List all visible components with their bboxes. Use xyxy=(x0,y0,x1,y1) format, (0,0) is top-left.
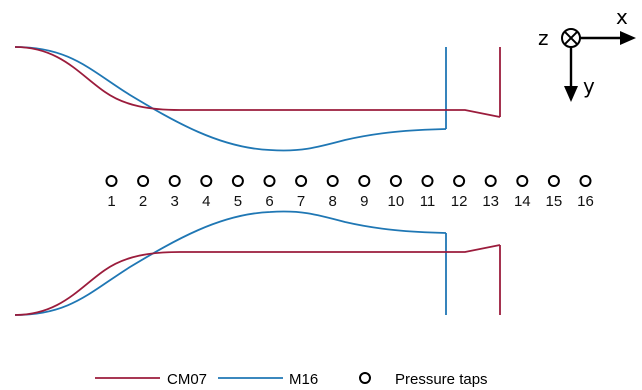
pressure-tap-number: 7 xyxy=(297,193,305,210)
pressure-tap-number: 9 xyxy=(360,193,368,210)
pressure-tap-marker xyxy=(295,175,308,187)
pressure-tap-marker xyxy=(421,175,434,187)
pressure-tap-marker xyxy=(516,175,529,187)
m16-lower-wall xyxy=(14,210,447,316)
pressure-tap-number: 8 xyxy=(329,193,337,210)
x-axis-label: x xyxy=(616,5,628,29)
m16-contour xyxy=(14,46,447,316)
pressure-tap-marker xyxy=(579,175,592,187)
pressure-tap-marker xyxy=(137,175,150,187)
pressure-tap-marker xyxy=(200,175,213,187)
cm07-upper-wall xyxy=(14,46,501,118)
pressure-tap-marker xyxy=(105,175,118,187)
legend-tap-marker-icon xyxy=(359,372,371,384)
pressure-tap-marker xyxy=(358,175,371,187)
legend-cm07-label: CM07 xyxy=(167,371,207,388)
pressure-tap-number: 6 xyxy=(265,193,273,210)
pressure-tap-number: 3 xyxy=(171,193,179,210)
pressure-tap-marker xyxy=(484,175,497,187)
cm07-contour xyxy=(14,46,501,316)
m16-upper-wall xyxy=(14,46,447,152)
pressure-tap-marker xyxy=(389,175,402,187)
legend: CM07 M16 Pressure taps xyxy=(95,371,488,388)
pressure-tap-marker xyxy=(168,175,181,187)
pressure-tap-number: 1 xyxy=(107,193,115,210)
x-axis-arrowhead xyxy=(620,31,636,45)
z-axis-label: z xyxy=(538,26,549,50)
z-cross-line-b xyxy=(563,30,579,46)
pressure-tap-number: 5 xyxy=(234,193,242,210)
y-axis-label: y xyxy=(583,74,595,98)
pressure-tap-number: 12 xyxy=(451,193,468,210)
cm07-lower-wall xyxy=(14,244,501,316)
legend-taps-label: Pressure taps xyxy=(395,371,488,388)
pressure-tap-number: 16 xyxy=(577,193,594,210)
pressure-tap-number: 2 xyxy=(139,193,147,210)
pressure-tap-marker xyxy=(263,175,276,187)
pressure-tap-marker xyxy=(547,175,560,187)
pressure-tap-marker xyxy=(453,175,466,187)
pressure-tap-marker xyxy=(231,175,244,187)
pressure-taps: 1 2 3 4 5 6 7 8 9 10 11 12 13 14 15 16 xyxy=(105,175,594,210)
pressure-tap-number: 4 xyxy=(202,193,210,210)
pressure-tap-number: 11 xyxy=(420,193,436,210)
y-axis-arrowhead xyxy=(564,86,578,102)
coordinate-axes: x y z xyxy=(538,5,636,102)
pressure-tap-number: 13 xyxy=(482,193,499,210)
pressure-tap-marker xyxy=(326,175,339,187)
pressure-tap-number: 15 xyxy=(546,193,563,210)
legend-m16-label: M16 xyxy=(289,371,318,388)
pressure-tap-number: 10 xyxy=(388,193,405,210)
pressure-tap-number: 14 xyxy=(514,193,531,210)
